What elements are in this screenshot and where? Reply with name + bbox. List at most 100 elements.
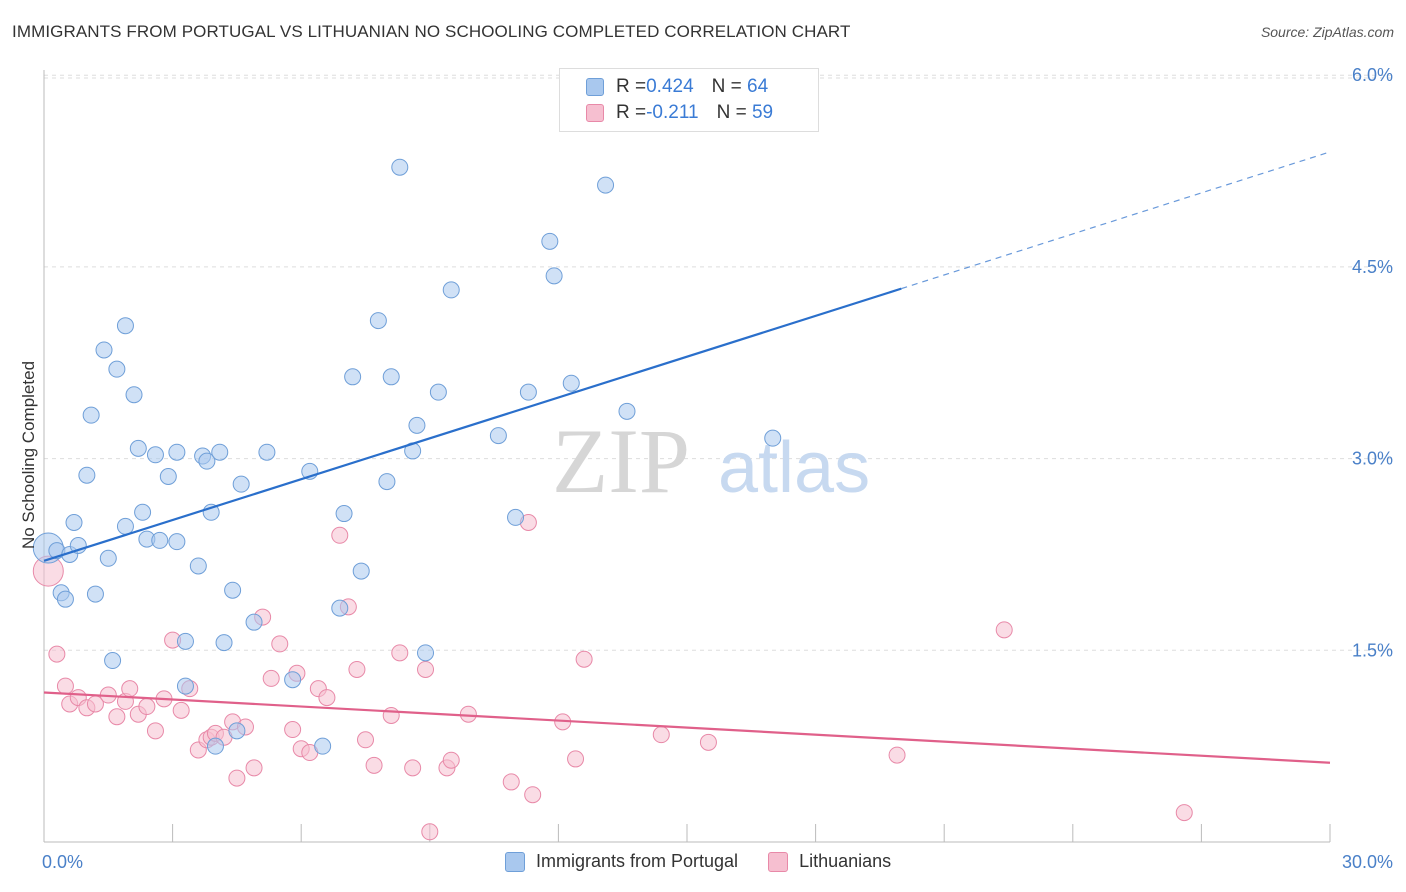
data-point	[764, 429, 782, 447]
trend-line-lithuanians	[43, 691, 1331, 764]
y-tick-label: 6.0%	[1352, 65, 1393, 85]
series-immigrants-from-portugal	[32, 158, 782, 755]
data-point	[65, 514, 83, 531]
data-point	[335, 505, 353, 523]
data-point	[215, 634, 233, 652]
data-point	[116, 317, 134, 335]
data-point	[206, 737, 224, 755]
data-point	[314, 737, 332, 755]
data-point	[502, 773, 520, 791]
data-point	[995, 621, 1013, 639]
data-point	[228, 769, 246, 787]
data-point	[121, 680, 139, 698]
data-point	[652, 726, 670, 744]
data-point	[348, 660, 366, 678]
legend-swatch-pink	[586, 104, 604, 122]
data-point	[168, 533, 186, 551]
data-point	[108, 708, 126, 726]
data-point	[417, 660, 435, 678]
legend-label-portugal: Immigrants from Portugal	[536, 851, 739, 871]
data-point	[318, 689, 336, 707]
data-point	[198, 452, 216, 470]
legend-row-portugal: R = 0.424 N = 64	[586, 75, 768, 99]
data-point	[597, 176, 615, 194]
data-point	[519, 383, 537, 401]
data-point	[331, 526, 349, 544]
data-point	[172, 701, 190, 719]
legend-item-lithuanians: Lithuanians	[768, 851, 891, 872]
source-label: Source: ZipAtlas.com	[1260, 24, 1394, 40]
data-point	[352, 562, 370, 580]
data-point	[168, 443, 186, 461]
data-point	[211, 443, 229, 461]
data-point	[129, 439, 147, 457]
data-point	[382, 368, 400, 386]
data-point	[284, 721, 302, 739]
trend-line-portugal	[43, 287, 902, 562]
data-point	[99, 549, 117, 567]
data-point	[86, 585, 104, 603]
series-lithuanians	[32, 514, 1193, 841]
data-point	[888, 746, 906, 764]
data-point	[262, 669, 280, 687]
watermark-zip: ZIP	[552, 410, 690, 512]
legend-r-label: R =	[616, 102, 647, 123]
legend-r-value: 0.424	[646, 76, 694, 97]
legend-swatch-blue	[586, 78, 604, 96]
data-point	[417, 644, 435, 662]
legend-item-portugal: Immigrants from Portugal	[505, 851, 738, 872]
data-point	[48, 645, 66, 663]
data-point	[228, 722, 246, 740]
data-point	[245, 759, 263, 777]
data-point	[134, 503, 152, 521]
data-point	[575, 650, 593, 668]
y-tick-label: 1.5%	[1352, 640, 1393, 660]
data-point	[442, 751, 460, 769]
data-point	[365, 756, 383, 774]
legend-r-value: -0.211	[646, 102, 699, 123]
y-tick-label: 3.0%	[1352, 449, 1393, 469]
data-point	[382, 706, 400, 724]
data-point	[507, 508, 525, 526]
data-point	[618, 402, 636, 420]
data-point	[562, 374, 580, 392]
data-point	[391, 158, 409, 176]
data-point	[378, 473, 396, 491]
data-point	[258, 443, 276, 461]
tick-labels: 1.5% 3.0% 4.5% 6.0% 0.0% 30.0%	[42, 65, 1393, 872]
data-point	[1175, 804, 1193, 822]
trend-line-portugal-extension	[901, 151, 1331, 290]
data-point	[176, 677, 194, 695]
data-point	[232, 475, 250, 493]
grid	[44, 74, 1392, 651]
data-point	[56, 677, 74, 695]
data-point	[138, 698, 156, 716]
data-point	[159, 467, 177, 485]
trend-lines	[43, 151, 1331, 764]
data-point	[78, 466, 96, 484]
data-point	[442, 281, 460, 299]
data-point	[104, 652, 122, 670]
data-point	[408, 416, 426, 434]
data-point	[271, 635, 289, 653]
data-point	[125, 386, 143, 404]
x-tick-label: 0.0%	[42, 852, 83, 872]
series-legend: Immigrants from Portugal Lithuanians	[505, 851, 921, 872]
data-point	[224, 581, 242, 599]
legend-swatch-pink	[768, 851, 789, 872]
legend-label-lithuanians: Lithuanians	[799, 851, 892, 871]
legend-n-value: 59	[751, 102, 774, 123]
data-point	[369, 312, 387, 330]
data-point	[344, 368, 362, 386]
data-point	[151, 531, 169, 549]
data-point	[176, 632, 194, 650]
chart-title: IMMIGRANTS FROM PORTUGAL VS LITHUANIAN N…	[12, 22, 851, 41]
data-point	[116, 517, 134, 535]
y-tick-label: 4.5%	[1352, 257, 1393, 277]
data-point	[567, 750, 585, 768]
data-point	[95, 341, 113, 359]
watermark-atlas: atlas	[718, 428, 870, 508]
data-point	[699, 733, 717, 751]
legend-row-lithuanians: R = -0.211 N = 59	[586, 101, 773, 125]
